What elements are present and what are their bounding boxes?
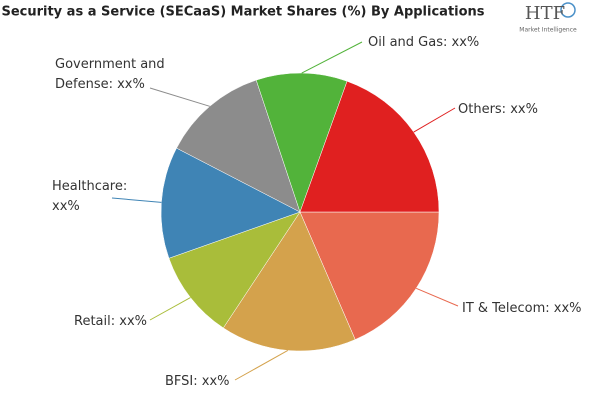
- leader-line: [149, 297, 191, 321]
- label-line: BFSI: xx%: [165, 374, 230, 389]
- pie-slice: [222, 211, 356, 352]
- slice-label: IT & Telecom: xx%: [462, 301, 582, 316]
- leader-line: [415, 287, 459, 307]
- leader-line: [111, 197, 162, 203]
- slice-label: Others: xx%: [458, 102, 538, 117]
- slice-label: Oil and Gas: xx%: [368, 35, 479, 50]
- pie-slice: [176, 79, 301, 213]
- slice-label: Government and Defense: xx%: [55, 57, 165, 92]
- label-line: Healthcare:: [52, 179, 127, 194]
- logo-name: HTF: [525, 3, 565, 24]
- logo: HTF Market Intelligence: [519, 2, 577, 34]
- label-line: Government and: [55, 57, 165, 72]
- label-line: Retail: xx%: [74, 314, 147, 329]
- leader-line: [301, 41, 363, 74]
- label-line: xx%: [52, 199, 80, 214]
- logo-icon: [560, 2, 576, 18]
- chart-title: Security as a Service (SECaaS) Market Sh…: [1, 5, 484, 20]
- logo-tagline: Market Intelligence: [519, 27, 577, 34]
- label-line: Defense: xx%: [55, 77, 145, 92]
- leader-line: [149, 87, 210, 107]
- label-line: Oil and Gas: xx%: [368, 35, 479, 50]
- slice-label: Retail: xx%: [74, 314, 147, 329]
- pie-slice: [299, 211, 440, 340]
- label-line: IT & Telecom: xx%: [462, 301, 582, 316]
- label-line: Others: xx%: [458, 102, 538, 117]
- slice-label: BFSI: xx%: [165, 374, 230, 389]
- slice-label: Healthcare: xx%: [52, 179, 127, 214]
- leader-line: [234, 350, 289, 381]
- leader-line: [413, 107, 456, 133]
